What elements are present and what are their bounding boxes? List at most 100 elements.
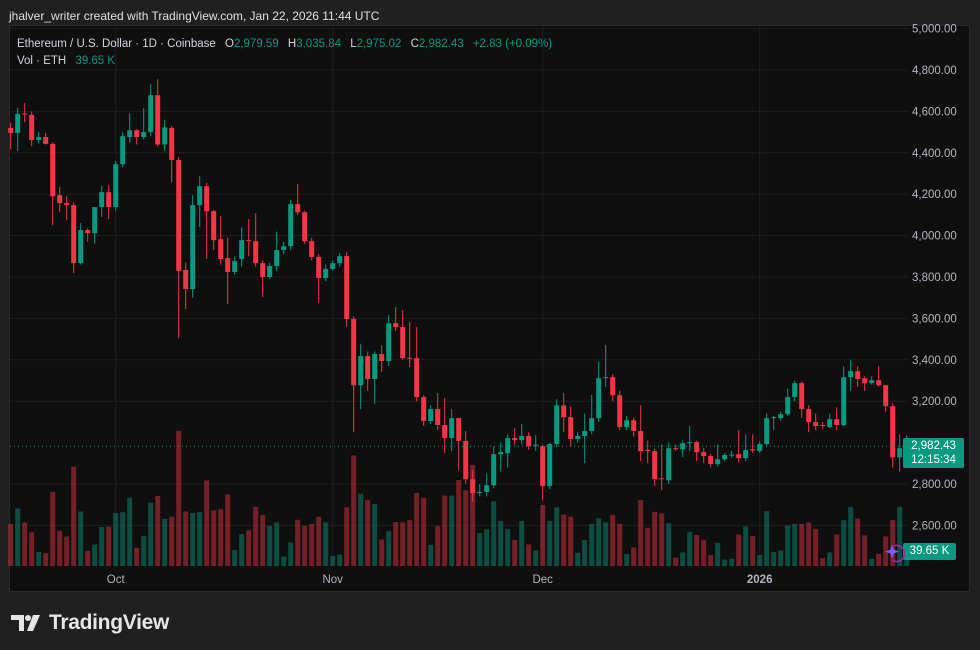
candle-body: [50, 143, 56, 197]
volume-bar: [806, 522, 812, 566]
volume-bar: [533, 550, 539, 566]
volume-bar: [8, 523, 14, 566]
y-tick-label: 2,800.00: [912, 479, 957, 491]
volume-bar: [771, 551, 777, 566]
y-tick-label: 3,200.00: [912, 396, 957, 408]
candle-body: [491, 454, 497, 486]
y-tick-label: 5,000.00: [912, 24, 957, 36]
volume-bar: [645, 527, 651, 566]
candle-body: [526, 435, 532, 447]
symbol-title[interactable]: Ethereum / U.S. Dollar · 1D · Coinbase: [17, 38, 216, 50]
volume-bar: [407, 520, 413, 566]
candle-body: [610, 377, 616, 396]
candle-body: [890, 406, 896, 458]
tradingview-logo[interactable]: TradingView: [11, 611, 169, 635]
candle-body: [134, 130, 140, 138]
volume-bar: [204, 480, 210, 566]
volume-bar: [575, 552, 581, 566]
candle-body: [78, 230, 84, 264]
volume-bar: [372, 503, 378, 566]
candle-body: [365, 356, 371, 380]
candle-body: [316, 256, 322, 279]
volume-bar: [414, 492, 420, 566]
candle-body: [288, 204, 294, 247]
candle-body: [701, 452, 707, 457]
candle-body: [197, 186, 203, 206]
volume-bar: [78, 511, 84, 566]
candle-body: [715, 459, 721, 465]
candle-body: [687, 442, 693, 444]
volume-bar: [281, 556, 287, 566]
candle-body: [855, 371, 861, 380]
volume-bar: [680, 552, 686, 566]
candle-body: [435, 409, 441, 426]
volume-bar: [778, 550, 784, 566]
candle-body: [358, 356, 364, 386]
volume-bar: [813, 528, 819, 566]
volume-bar: [120, 512, 126, 566]
candle-body: [596, 378, 602, 419]
volume-bar: [876, 553, 882, 566]
y-tick-label: 4,200.00: [912, 189, 957, 201]
volume-bar: [449, 495, 455, 566]
legend: Ethereum / U.S. Dollar · 1D · Coinbase O…: [17, 36, 552, 70]
candle-body: [309, 241, 315, 257]
candle-body: [232, 261, 238, 273]
y-tick-label: 4,600.00: [912, 106, 957, 118]
volume-bar: [834, 534, 840, 566]
volume-bar: [526, 544, 532, 566]
volume-bar: [22, 522, 28, 566]
candle-body: [897, 448, 903, 458]
candle-body: [498, 452, 504, 455]
candle-body: [57, 195, 63, 204]
candle-body: [799, 383, 805, 410]
volume-legend-value: 39.65 K: [75, 55, 116, 67]
candle-body: [274, 250, 280, 267]
volume-bar: [176, 430, 182, 566]
volume-bar: [596, 518, 602, 566]
y-tick-label: 3,600.00: [912, 313, 957, 325]
open-value: 2,979.59: [233, 38, 279, 50]
volume-legend-label[interactable]: Vol · ETH: [17, 55, 67, 67]
volume-bar: [862, 535, 868, 566]
ai-sparkle-icon[interactable]: [884, 543, 906, 563]
volume-bar: [750, 536, 756, 566]
candle-body: [106, 192, 112, 208]
candle-body: [589, 418, 595, 432]
volume-bar: [652, 511, 658, 566]
candle-body: [792, 383, 798, 398]
volume-bar: [694, 534, 700, 566]
candle-body: [162, 127, 168, 145]
volume-bar: [274, 522, 280, 566]
volume-bar: [554, 507, 560, 566]
volume-bar: [848, 506, 854, 566]
volume-bar: [295, 519, 301, 566]
candle-body: [372, 354, 378, 380]
volume-bar: [386, 531, 392, 566]
volume-bar: [799, 523, 805, 566]
candle-body: [351, 319, 357, 386]
volume-bar: [687, 531, 693, 566]
volume-bar: [890, 520, 896, 566]
volume-bar: [841, 520, 847, 566]
candle-body: [190, 205, 196, 290]
volume-bar: [463, 490, 469, 566]
volume-bar: [610, 514, 616, 566]
volume-bar: [757, 555, 763, 566]
volume-bar: [71, 466, 77, 566]
volume-bar: [547, 520, 553, 566]
volume-bar: [400, 522, 406, 566]
open-label: O: [224, 38, 234, 50]
chart-panel[interactable]: [9, 25, 970, 592]
volume-bars: [8, 430, 910, 566]
volume-bar: [288, 542, 294, 566]
candle-body: [295, 204, 301, 213]
current-price-label: 2,982.43 12:15:34: [903, 438, 964, 468]
candle-body: [393, 323, 399, 328]
volume-bar: [855, 518, 861, 566]
candle-body: [323, 268, 329, 279]
candle-body: [64, 203, 70, 206]
volume-bar: [883, 536, 889, 566]
volume-bar: [141, 536, 147, 566]
